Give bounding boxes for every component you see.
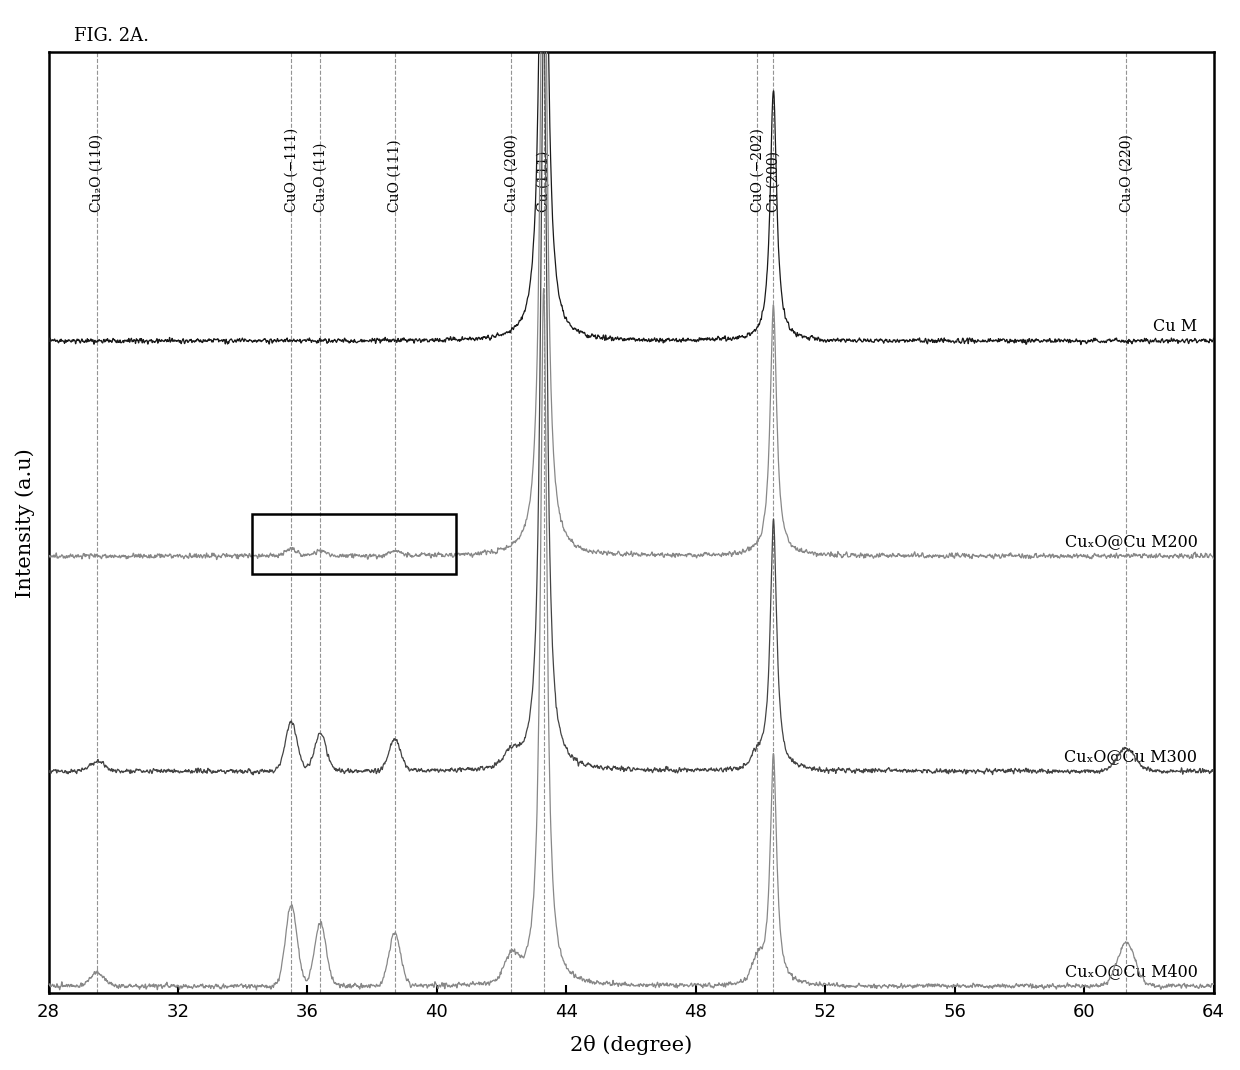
Text: CuₓO@Cu M400: CuₓO@Cu M400 (1064, 963, 1198, 980)
Text: Cu (200): Cu (200) (766, 152, 780, 213)
Text: CuO (−202): CuO (−202) (750, 128, 764, 213)
Text: CuO (−111): CuO (−111) (284, 128, 299, 213)
Text: Cu₂O (220): Cu₂O (220) (1120, 135, 1133, 213)
Text: Cu M: Cu M (1153, 318, 1198, 335)
Y-axis label: Intensity (a.u): Intensity (a.u) (15, 448, 35, 598)
X-axis label: 2θ (degree): 2θ (degree) (570, 1035, 692, 1055)
Text: CuₓO@Cu M200: CuₓO@Cu M200 (1064, 533, 1198, 550)
Text: Cu (111): Cu (111) (537, 151, 551, 213)
Text: CuO (111): CuO (111) (388, 140, 402, 213)
Bar (253, 514, 456, 574)
Text: FIG. 2A.: FIG. 2A. (74, 27, 149, 45)
Text: Cu₂O (200): Cu₂O (200) (505, 135, 518, 213)
Text: Cu₂O (110): Cu₂O (110) (91, 134, 104, 213)
Text: CuₓO@Cu M300: CuₓO@Cu M300 (1064, 748, 1198, 765)
Text: Cu₂O (11): Cu₂O (11) (314, 143, 327, 213)
